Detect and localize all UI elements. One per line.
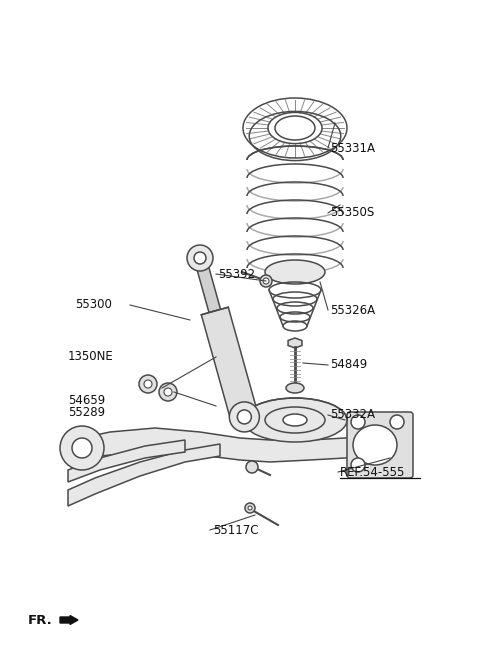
Text: 54659: 54659 bbox=[68, 394, 105, 407]
Text: 1350NE: 1350NE bbox=[68, 350, 114, 363]
Ellipse shape bbox=[351, 458, 365, 472]
Ellipse shape bbox=[159, 383, 177, 401]
Text: 55392: 55392 bbox=[218, 268, 255, 281]
Ellipse shape bbox=[139, 375, 157, 393]
Ellipse shape bbox=[60, 426, 104, 470]
Polygon shape bbox=[68, 440, 185, 482]
Ellipse shape bbox=[72, 438, 92, 458]
FancyArrow shape bbox=[60, 615, 78, 625]
Polygon shape bbox=[194, 256, 221, 313]
Text: 55289: 55289 bbox=[68, 407, 105, 419]
Text: 55331A: 55331A bbox=[330, 142, 375, 155]
Polygon shape bbox=[288, 338, 302, 348]
Ellipse shape bbox=[194, 252, 206, 264]
Text: REF.54-555: REF.54-555 bbox=[340, 466, 406, 478]
Polygon shape bbox=[201, 307, 258, 420]
FancyBboxPatch shape bbox=[347, 412, 413, 478]
Ellipse shape bbox=[283, 414, 307, 426]
Ellipse shape bbox=[229, 402, 259, 432]
Ellipse shape bbox=[246, 461, 258, 473]
Ellipse shape bbox=[248, 506, 252, 510]
Ellipse shape bbox=[351, 415, 365, 429]
Ellipse shape bbox=[144, 380, 152, 388]
Ellipse shape bbox=[243, 398, 347, 442]
Ellipse shape bbox=[245, 503, 255, 513]
Text: 55332A: 55332A bbox=[330, 409, 375, 422]
Ellipse shape bbox=[263, 278, 269, 284]
Ellipse shape bbox=[286, 383, 304, 393]
Text: 55300: 55300 bbox=[75, 298, 112, 312]
Ellipse shape bbox=[353, 425, 397, 465]
Ellipse shape bbox=[164, 388, 172, 396]
Ellipse shape bbox=[265, 260, 325, 284]
Polygon shape bbox=[82, 428, 385, 462]
Text: 55350S: 55350S bbox=[330, 207, 374, 220]
Ellipse shape bbox=[390, 415, 404, 429]
Ellipse shape bbox=[260, 275, 272, 287]
Polygon shape bbox=[68, 444, 220, 506]
Ellipse shape bbox=[275, 116, 315, 140]
Text: 55326A: 55326A bbox=[330, 304, 375, 316]
Ellipse shape bbox=[237, 410, 252, 424]
Ellipse shape bbox=[187, 245, 213, 271]
Text: 54849: 54849 bbox=[330, 358, 367, 371]
Text: 55117C: 55117C bbox=[213, 523, 259, 537]
Text: FR.: FR. bbox=[28, 613, 53, 626]
